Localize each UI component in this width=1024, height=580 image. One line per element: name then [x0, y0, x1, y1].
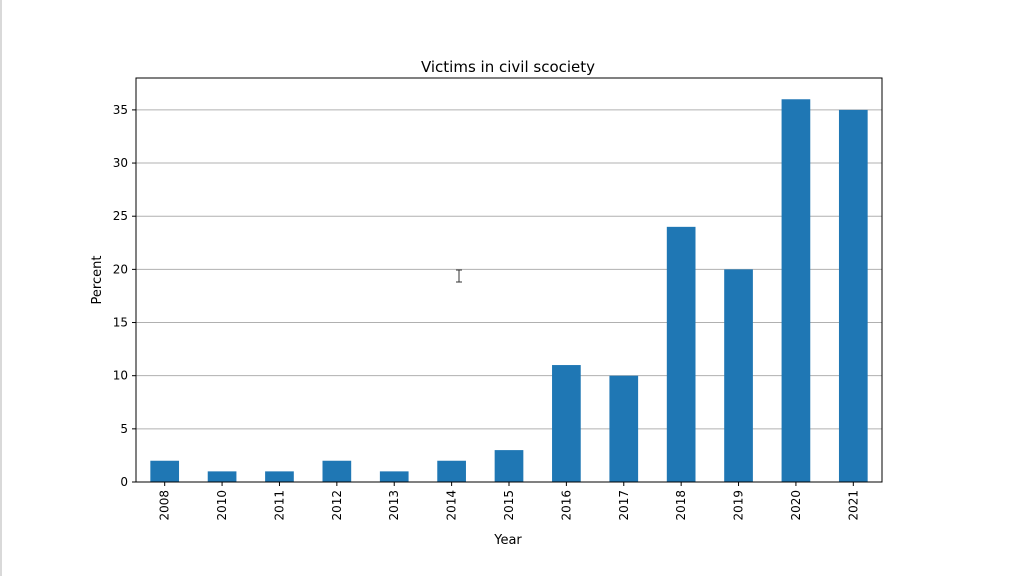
y-tick-label: 25 — [113, 209, 128, 223]
bar-2017 — [609, 375, 639, 482]
x-tick-label: 2017 — [617, 490, 631, 521]
plot-frame — [135, 77, 883, 483]
y-tick-label: 35 — [113, 103, 128, 117]
x-axis-ticks: 2008 2010 2011 2012 2013 2014 2015 2016 2017 2018… — [158, 482, 860, 521]
x-tick-label: 2019 — [732, 490, 746, 521]
bar-2012 — [322, 460, 352, 482]
x-tick-label: 2018 — [674, 490, 688, 521]
y-tick-label: 5 — [120, 422, 128, 436]
bar-2016 — [552, 365, 581, 482]
y-tick-label: 20 — [113, 262, 128, 276]
bar-2019 — [724, 269, 753, 482]
bar-2011 — [265, 471, 294, 482]
bar-2014 — [437, 460, 466, 482]
x-tick-label: 2014 — [445, 490, 459, 521]
x-axis-label: Year — [493, 533, 522, 548]
grid-lines — [136, 109, 882, 430]
x-tick-label: 2020 — [789, 490, 803, 521]
x-tick-label: 2008 — [158, 490, 172, 521]
bar-2018 — [666, 226, 696, 482]
y-tick-label: 10 — [113, 369, 128, 383]
x-tick-label: 2016 — [559, 490, 573, 521]
bar-2015 — [494, 450, 524, 482]
x-tick-label: 2015 — [502, 490, 516, 521]
y-tick-label: 0 — [120, 475, 128, 489]
bar-2010 — [207, 471, 237, 482]
bar-2020 — [781, 99, 811, 483]
y-axis-ticks: 0 5 10 15 20 25 30 35 — [113, 103, 136, 489]
x-tick-label: 2010 — [215, 490, 229, 521]
x-tick-label: 2013 — [387, 490, 401, 521]
bar-2021 — [838, 109, 868, 482]
x-tick-label: 2012 — [330, 490, 344, 521]
bars — [150, 99, 868, 483]
window-edge — [0, 0, 2, 576]
y-tick-label: 30 — [113, 156, 128, 170]
bar-2008 — [150, 460, 180, 482]
y-tick-label: 15 — [113, 316, 128, 330]
x-tick-label: 2011 — [272, 490, 286, 521]
x-tick-label: 2021 — [846, 490, 860, 521]
text-cursor-icon — [456, 269, 462, 283]
bar-2013 — [379, 471, 409, 482]
y-axis-label: Percent — [90, 256, 105, 305]
chart-title: Victims in civil scociety — [421, 58, 595, 76]
